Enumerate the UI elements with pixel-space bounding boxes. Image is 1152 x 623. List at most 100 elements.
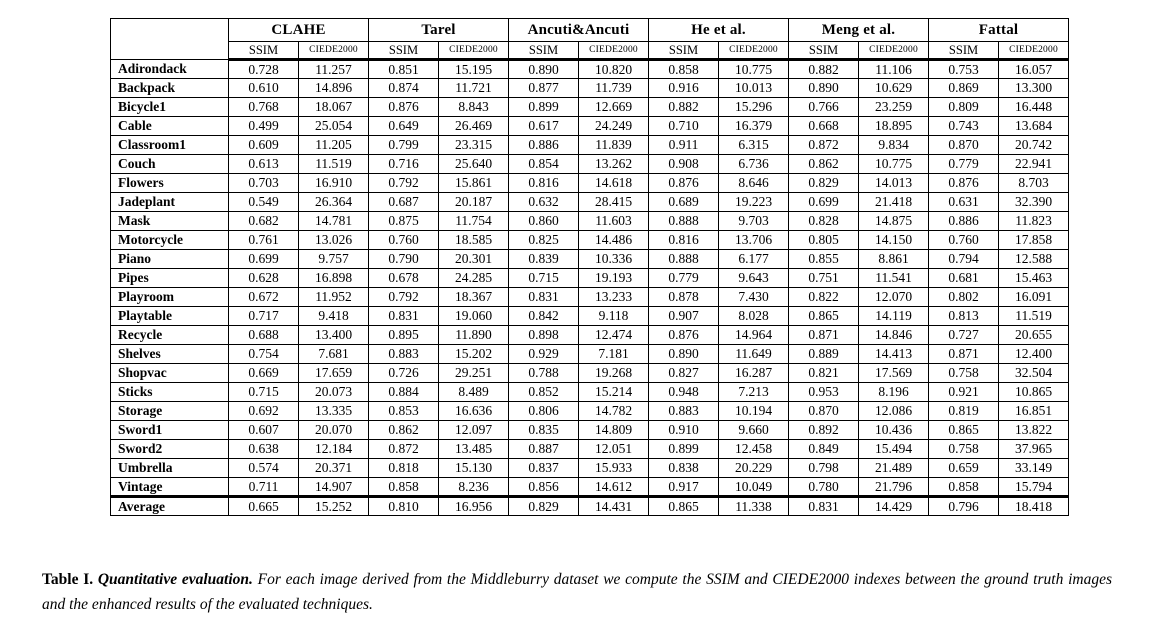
row-label: Shelves xyxy=(110,344,229,364)
table-cell: 10.049 xyxy=(717,477,790,497)
table-cell: 0.948 xyxy=(648,382,719,402)
table-cell: 0.574 xyxy=(228,458,299,478)
table-cell: 0.899 xyxy=(508,97,579,117)
table-cell: 0.687 xyxy=(368,192,439,212)
table-cell: 0.758 xyxy=(928,363,1000,383)
metric-header: CIEDE2000 xyxy=(578,41,649,61)
table-cell: 0.609 xyxy=(228,135,299,155)
table-cell: 12.051 xyxy=(578,439,649,459)
table-cell: 10.436 xyxy=(858,420,930,440)
table-cell: 0.754 xyxy=(228,344,299,364)
table-cell: 12.474 xyxy=(578,325,649,345)
table-cell: 0.825 xyxy=(508,230,579,250)
table-cell: 0.858 xyxy=(648,59,719,79)
table-cell: 0.888 xyxy=(648,211,719,231)
table-body: Adirondack 0.728 11.257 0.851 15.195 0.890 10.… xyxy=(110,59,1070,516)
table-cell: 0.699 xyxy=(788,192,860,212)
metric-header: CIEDE2000 xyxy=(438,41,509,61)
table-cell: 11.106 xyxy=(858,59,930,79)
table-cell: 7.181 xyxy=(578,344,649,364)
table-cell: 16.091 xyxy=(998,287,1070,307)
metric-header: CIEDE2000 xyxy=(998,41,1070,61)
table-cell: 8.196 xyxy=(858,382,930,402)
row-label: Mask xyxy=(110,211,229,231)
metrics-row: SSIM CIEDE2000 SSIM CIEDE2000 SSIM CIEDE2000 S… xyxy=(111,41,1070,61)
table-cell: 0.659 xyxy=(928,458,1000,478)
row-label: Sticks xyxy=(110,382,229,402)
table-cell: 0.910 xyxy=(648,420,719,440)
table-cell: 17.858 xyxy=(998,230,1070,250)
metric-header: SSIM xyxy=(368,41,439,61)
table-cell: 0.628 xyxy=(228,268,299,288)
table-cell: 10.775 xyxy=(858,154,930,174)
table-cell: 0.669 xyxy=(228,363,299,383)
table-cell: 0.727 xyxy=(928,325,1000,345)
table-cell: 13.335 xyxy=(298,401,369,421)
table-cell: 16.287 xyxy=(717,363,790,383)
table-cell: 19.060 xyxy=(438,306,509,326)
table-cell: 11.541 xyxy=(858,268,930,288)
table-cell: 25.054 xyxy=(298,116,369,136)
table-cell: 0.828 xyxy=(788,211,860,231)
table-cell: 6.736 xyxy=(717,154,790,174)
table-cell: 14.964 xyxy=(717,325,790,345)
table-cell: 21.418 xyxy=(858,192,930,212)
table-row: Recycle 0.688 13.400 0.895 11.890 0.898 12.474… xyxy=(110,325,1070,345)
table-caption: Table I. Quantitative evaluation. For ea… xyxy=(42,567,1112,617)
table-cell: 13.262 xyxy=(578,154,649,174)
table-cell: 10.629 xyxy=(858,78,930,98)
table-cell: 16.956 xyxy=(438,495,509,516)
table-cell: 9.660 xyxy=(717,420,790,440)
table-cell: 11.603 xyxy=(578,211,649,231)
table-cell: 18.895 xyxy=(858,116,930,136)
table-cell: 0.806 xyxy=(508,401,579,421)
table-cell: 0.813 xyxy=(928,306,1000,326)
table-cell: 8.703 xyxy=(998,173,1070,193)
table-cell: 0.862 xyxy=(788,154,860,174)
table-cell: 0.792 xyxy=(368,287,439,307)
row-label: Cable xyxy=(110,116,229,136)
table-cell: 9.757 xyxy=(298,249,369,269)
row-label: Bicycle1 xyxy=(110,97,229,117)
table-cell: 0.796 xyxy=(928,495,1000,516)
table-cell: 0.822 xyxy=(788,287,860,307)
table-cell: 37.965 xyxy=(998,439,1070,459)
table-cell: 13.485 xyxy=(438,439,509,459)
table-cell: 14.618 xyxy=(578,173,649,193)
row-label: Backpack xyxy=(110,78,229,98)
table-cell: 0.888 xyxy=(648,249,719,269)
caption-text: For each image derived from the Middlebu… xyxy=(42,571,1112,614)
table-cell: 0.872 xyxy=(368,439,439,459)
table-cell: 15.252 xyxy=(298,495,369,516)
row-label: Storage xyxy=(110,401,229,421)
table-cell: 12.400 xyxy=(998,344,1070,364)
table-cell: 32.504 xyxy=(998,363,1070,383)
table-cell: 0.792 xyxy=(368,173,439,193)
table-cell: 0.761 xyxy=(228,230,299,250)
table-cell: 20.187 xyxy=(438,192,509,212)
table-cell: 10.336 xyxy=(578,249,649,269)
table-cell: 14.781 xyxy=(298,211,369,231)
table-cell: 0.758 xyxy=(928,439,1000,459)
row-label: Shopvac xyxy=(110,363,229,383)
table-cell: 0.632 xyxy=(508,192,579,212)
table-row: Jadeplant 0.549 26.364 0.687 20.187 0.632 28.4… xyxy=(110,192,1070,212)
table-row: Bicycle1 0.768 18.067 0.876 8.843 0.899 12.669… xyxy=(110,97,1070,117)
table-row: Storage 0.692 13.335 0.853 16.636 0.806 14.782… xyxy=(110,401,1070,421)
table-cell: 14.413 xyxy=(858,344,930,364)
table-cell: 21.489 xyxy=(858,458,930,478)
table-cell: 0.842 xyxy=(508,306,579,326)
table-cell: 0.816 xyxy=(508,173,579,193)
row-label: Vintage xyxy=(110,477,229,497)
metric-header: CIEDE2000 xyxy=(298,41,369,61)
row-label: Sword2 xyxy=(110,439,229,459)
table-cell: 0.831 xyxy=(788,495,860,516)
table-cell: 0.610 xyxy=(228,78,299,98)
table-row: Playtable 0.717 9.418 0.831 19.060 0.842 9.118… xyxy=(110,306,1070,326)
table-cell: 0.681 xyxy=(928,268,1000,288)
table-cell: 0.829 xyxy=(508,495,579,516)
table-cell: 15.130 xyxy=(438,458,509,478)
table-cell: 33.149 xyxy=(998,458,1070,478)
table-cell: 0.818 xyxy=(368,458,439,478)
